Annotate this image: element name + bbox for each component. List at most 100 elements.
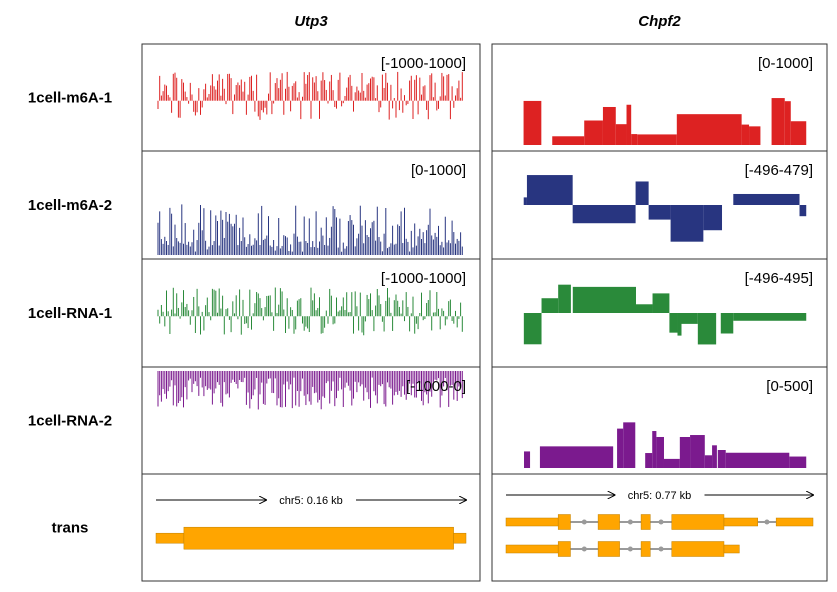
range-label: [-1000-1000]: [381, 55, 466, 72]
scale-label: chr5: 0.77 kb: [628, 490, 692, 502]
column-chpf2: [0-1000] [-496-479] [-496-495] [0-500] chr5:…: [491, 43, 828, 582]
range-label: [0-500]: [766, 378, 813, 395]
exon-cds: [671, 541, 725, 557]
signal-1cell-rna-1: [157, 287, 463, 336]
exon-utr: [723, 544, 740, 554]
track-utp3-1cell-rna-1: [-1000-1000]: [141, 258, 481, 368]
row-label-1cell-m6a-1: 1cell-m6A-1: [28, 90, 112, 107]
signal-block: [679, 436, 691, 468]
signal-block: [626, 104, 632, 145]
range-label: [-496-495]: [745, 270, 813, 287]
range-label: [0-1000]: [758, 55, 813, 72]
range-label: [0-1000]: [411, 162, 466, 179]
transcript-2: [505, 541, 740, 557]
track-chpf2-1cell-rna-2: [0-500]: [491, 366, 828, 475]
track-frame: [491, 43, 828, 152]
signal-block: [681, 313, 698, 324]
signal-block: [690, 435, 705, 468]
exon-cds: [597, 514, 620, 530]
exon-utr: [723, 517, 758, 527]
gene-title-utp3: Utp3: [294, 13, 328, 30]
signal-block: [615, 124, 627, 145]
intron-dot: [581, 519, 587, 525]
signal-block: [623, 422, 636, 468]
intron-dot: [627, 546, 633, 552]
intron-dot: [627, 519, 633, 525]
signal-block: [663, 458, 680, 468]
exon-cds: [640, 541, 651, 557]
signal-block: [697, 313, 717, 345]
signal-block: [602, 106, 616, 145]
transcript-1: [155, 526, 467, 550]
signal-block: [648, 205, 671, 220]
exon-utr: [453, 532, 467, 544]
signal-block: [703, 205, 723, 231]
signal-block: [572, 205, 636, 224]
track-chpf2-1cell-m6a-2: [-496-479]: [491, 150, 828, 260]
track-chpf2-1cell-m6a-1: [0-1000]: [491, 43, 828, 152]
signal-block: [652, 431, 657, 468]
signal-block: [784, 101, 791, 145]
signal-block: [635, 304, 653, 313]
signal-block: [733, 313, 807, 321]
exon-cds: [557, 514, 571, 530]
signal-block: [637, 134, 677, 145]
signal-block: [552, 136, 585, 145]
row-label-1cell-rna-1: 1cell-RNA-1: [28, 305, 112, 322]
signal-block: [645, 453, 653, 468]
signal-block: [789, 456, 807, 468]
signal-block: [670, 205, 704, 242]
exon-cds: [557, 541, 571, 557]
track-utp3-1cell-m6a-1: [-1000-1000]: [141, 43, 481, 152]
signal-block: [725, 452, 790, 468]
signal-block: [524, 451, 531, 468]
signal-block: [669, 313, 678, 333]
transcript-frame: [491, 473, 828, 582]
signal-1cell-m6a-1: [157, 71, 463, 120]
row-label-trans: trans: [52, 520, 89, 537]
exon-cds: [640, 514, 651, 530]
signal-block: [717, 450, 726, 468]
signal-block: [539, 446, 614, 468]
signal-block: [523, 100, 542, 145]
transcript-1: [505, 514, 814, 530]
signal-block: [677, 313, 682, 336]
signal-1cell-rna-2: [524, 422, 807, 468]
signal-1cell-m6a-1: [523, 98, 807, 145]
signal-block: [720, 313, 734, 334]
intron-dot: [764, 519, 770, 525]
signal-block: [635, 181, 649, 205]
signal-1cell-rna-2: [157, 371, 463, 410]
signal-block: [790, 121, 807, 145]
transcript-panel-chpf2: chr5: 0.77 kb: [491, 473, 828, 582]
exon-utr: [505, 517, 559, 527]
track-utp3-1cell-rna-2: [-1000-0]: [141, 366, 481, 475]
signal-1cell-m6a-2: [523, 175, 807, 242]
signal-block: [572, 286, 636, 313]
exon-cds: [183, 526, 454, 550]
track-chpf2-1cell-rna-1: [-496-495]: [491, 258, 828, 368]
signal-block: [526, 175, 573, 205]
signal-block: [733, 193, 800, 205]
signal-block: [676, 114, 742, 145]
signal-block: [558, 284, 571, 313]
intron-dot: [581, 546, 587, 552]
row-label-1cell-m6a-2: 1cell-m6A-2: [28, 197, 112, 214]
gene-title-chpf2: Chpf2: [638, 13, 681, 30]
signal-block: [541, 298, 559, 313]
range-label: [-1000-0]: [406, 378, 466, 395]
exon-utr: [505, 544, 559, 554]
signal-block: [741, 124, 750, 145]
signal-block: [617, 428, 624, 468]
exon-cds: [597, 541, 620, 557]
signal-block: [656, 436, 664, 468]
signal-1cell-rna-1: [523, 284, 807, 345]
signal-block: [704, 455, 713, 468]
exon-cds: [671, 514, 725, 530]
signal-block: [749, 126, 761, 145]
row-label-1cell-rna-2: 1cell-RNA-2: [28, 413, 112, 430]
signal-block: [652, 293, 670, 313]
intron-dot: [658, 519, 664, 525]
signal-block: [523, 313, 542, 345]
